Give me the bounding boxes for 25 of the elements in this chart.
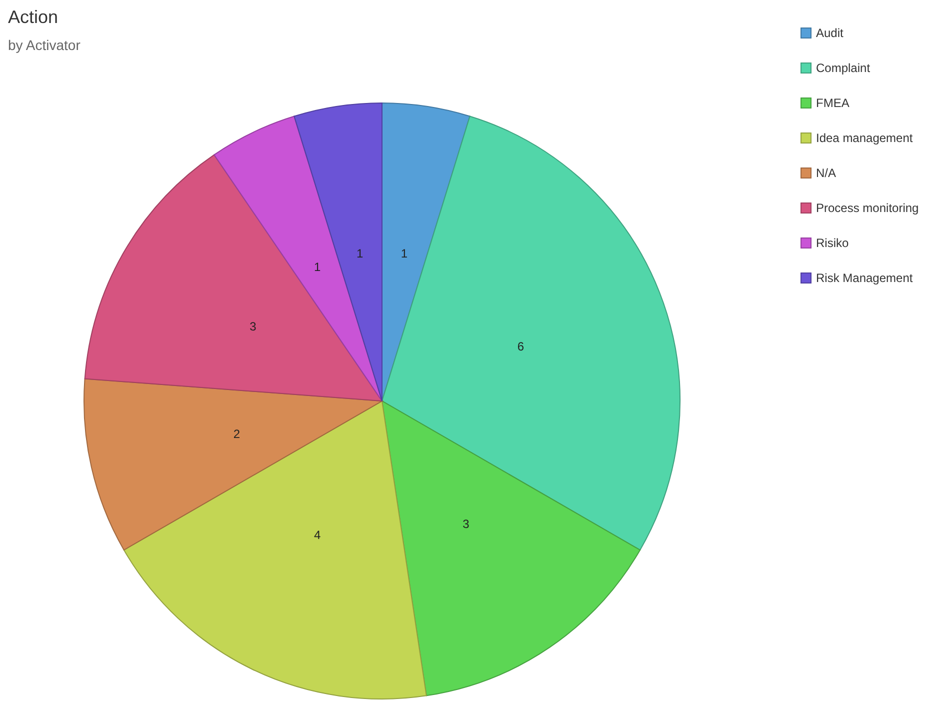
- legend-label: Risk Management: [816, 271, 914, 285]
- pie-slice: [84, 378, 382, 550]
- legend-label: N/A: [816, 166, 836, 180]
- pie-slice: [294, 102, 382, 402]
- data-label: 3: [462, 517, 470, 532]
- data-label: 1: [400, 246, 408, 261]
- data-label: 1: [314, 260, 322, 274]
- legend-label: FMEA: [816, 96, 850, 110]
- legend-label: Process monitoring: [816, 201, 919, 215]
- legend-label: Audit: [816, 26, 844, 40]
- legend-label: Risiko: [816, 236, 849, 250]
- text: by Activator: [8, 37, 81, 53]
- data-label: 2: [233, 427, 240, 442]
- chart-title: Action: [8, 7, 58, 27]
- pie-slice: [84, 154, 382, 402]
- data-label: 1: [356, 246, 364, 261]
- data-label: 3: [250, 320, 257, 334]
- pie-slice: [214, 116, 382, 402]
- legend-label: Idea management: [816, 131, 914, 145]
- pie-slice: [123, 400, 427, 700]
- data-label: 4: [314, 528, 322, 542]
- pie-slice: [382, 400, 641, 696]
- data-label: 6: [517, 340, 524, 354]
- pie-slice: [382, 116, 680, 550]
- legend-label: Complaint: [816, 61, 871, 75]
